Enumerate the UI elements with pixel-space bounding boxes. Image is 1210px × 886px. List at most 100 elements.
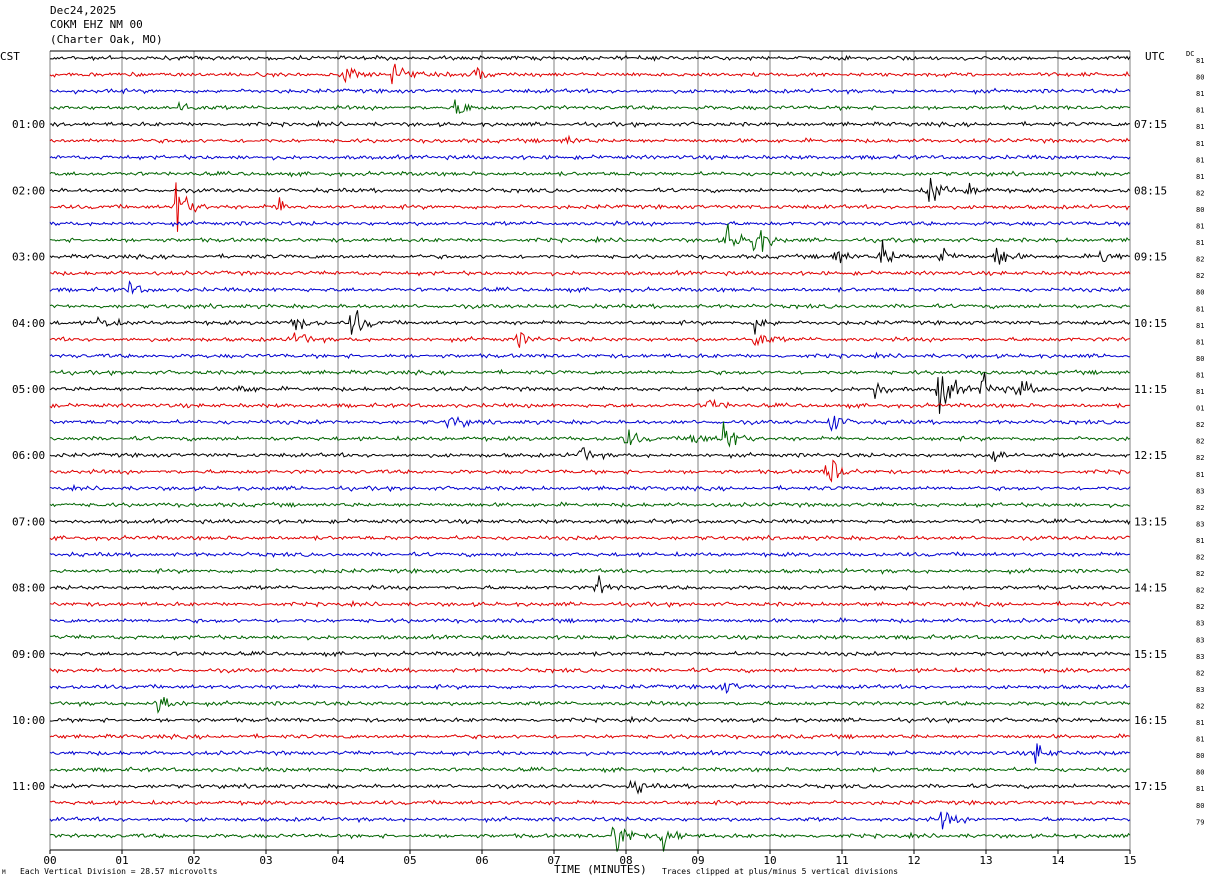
dc-offset-label: 83 <box>1196 653 1204 661</box>
dc-offset-label: 81 <box>1196 785 1204 793</box>
left-time-label: 04:00 <box>12 317 45 330</box>
left-time-label: 01:00 <box>12 118 45 131</box>
x-tick-label: 07 <box>547 854 560 867</box>
dc-offset-label: 81 <box>1196 537 1204 545</box>
x-tick-label: 10 <box>763 854 776 867</box>
dc-offset-label: 81 <box>1196 140 1204 148</box>
dc-offset-label: 81 <box>1196 123 1204 131</box>
left-time-label: 08:00 <box>12 582 45 595</box>
x-tick-label: 03 <box>259 854 272 867</box>
trace-row <box>49 779 1131 795</box>
left-time-label: 09:00 <box>12 648 45 661</box>
dc-offset-label: 81 <box>1196 156 1204 164</box>
left-time-label: 06:00 <box>12 449 45 462</box>
dc-offset-label: 81 <box>1196 57 1204 65</box>
dc-offset-label: 83 <box>1196 620 1204 628</box>
dc-offset-label: 83 <box>1196 487 1204 495</box>
right-time-label: 07:15 <box>1134 118 1167 131</box>
trace-row <box>49 63 1131 85</box>
dc-offset-label: 80 <box>1196 289 1204 297</box>
trace-row <box>49 766 1130 774</box>
dc-offset-label: 81 <box>1196 239 1204 247</box>
trace-row <box>49 398 1131 410</box>
dc-offset-label: 81 <box>1196 322 1204 330</box>
trace-row <box>49 534 1131 542</box>
trace-row <box>49 459 1131 483</box>
x-tick-label: 00 <box>43 854 56 867</box>
x-tick-label: 13 <box>979 854 992 867</box>
left-time-label: 03:00 <box>12 251 45 264</box>
trace-row <box>49 302 1131 310</box>
trace-row <box>49 650 1131 658</box>
right-time-label: 09:15 <box>1134 251 1167 264</box>
x-tick-label: 14 <box>1051 854 1065 867</box>
trace-row <box>49 599 1131 608</box>
dc-offset-label: 82 <box>1196 256 1204 264</box>
right-time-label: 14:15 <box>1134 582 1167 595</box>
dc-offset-label: 82 <box>1196 669 1204 677</box>
x-tick-label: 11 <box>835 854 848 867</box>
x-axis-title: TIME (MINUTES) <box>554 863 647 876</box>
dc-offset-label: 82 <box>1196 587 1204 595</box>
header-date: Dec24,2025 <box>50 4 117 17</box>
dc-offset-label: 82 <box>1196 438 1204 446</box>
trace-row <box>49 269 1131 277</box>
x-tick-label: 15 <box>1123 854 1136 867</box>
right-time-label: 13:15 <box>1134 515 1167 528</box>
trace-row <box>49 331 1131 348</box>
dc-offset-label: 80 <box>1196 206 1204 214</box>
trace-row <box>49 182 1130 232</box>
right-time-label: 17:15 <box>1134 780 1167 793</box>
right-time-label: 08:15 <box>1134 184 1167 197</box>
left-time-label: 11:00 <box>12 780 45 793</box>
trace-row <box>49 310 1131 335</box>
dc-offset-label: 82 <box>1196 702 1204 710</box>
dc-offset-label: 81 <box>1196 471 1204 479</box>
left-timezone-label: CST <box>0 50 20 63</box>
right-time-label: 16:15 <box>1134 714 1167 727</box>
dc-offset-label: 81 <box>1196 338 1204 346</box>
trace-row <box>49 696 1131 714</box>
trace-row <box>49 617 1131 625</box>
trace-row <box>49 54 1131 62</box>
trace-row <box>49 280 1131 295</box>
trace-row <box>49 372 1131 414</box>
trace-row <box>49 154 1131 161</box>
dc-offset-label: 79 <box>1196 818 1204 826</box>
x-axis-ticks: 00 01 02 03 04 05 06 07 08 09 10 11 12 13 14 15 <box>43 850 1137 867</box>
x-tick-label: 06 <box>475 854 488 867</box>
trace-row <box>49 715 1131 724</box>
x-tick-label: 12 <box>907 854 920 867</box>
trace-row <box>49 666 1131 674</box>
dc-offset-label: 01 <box>1196 405 1204 413</box>
trace-row <box>49 119 1131 128</box>
trace-row <box>49 134 1131 145</box>
trace-row <box>49 551 1131 558</box>
right-timezone-label: UTC <box>1145 50 1165 63</box>
dc-offset-label: 82 <box>1196 603 1204 611</box>
trace-row <box>49 732 1131 740</box>
trace-row <box>49 575 1131 594</box>
dc-offset-label: 83 <box>1196 686 1204 694</box>
right-time-label: 15:15 <box>1134 648 1167 661</box>
trace-row <box>49 239 1131 265</box>
right-time-label: 10:15 <box>1134 317 1167 330</box>
dc-offset-label: 82 <box>1196 272 1204 280</box>
dc-label: DC <box>1186 50 1195 58</box>
trace-row <box>49 799 1131 807</box>
dc-offset-label: 82 <box>1196 421 1204 429</box>
dc-offset-label: 80 <box>1196 802 1204 810</box>
dc-offset-label: 81 <box>1196 371 1204 379</box>
x-tick-label: 01 <box>115 854 128 867</box>
x-tick-label: 08 <box>619 854 632 867</box>
trace-row <box>49 220 1131 228</box>
dc-offset-label: 82 <box>1196 504 1204 512</box>
dc-offset-label: 82 <box>1196 570 1204 578</box>
left-time-label: 10:00 <box>12 714 45 727</box>
trace-row <box>49 368 1131 377</box>
dc-offset-label: 83 <box>1196 636 1204 644</box>
dc-offset-label: 81 <box>1196 223 1204 231</box>
dc-offset-label: 82 <box>1196 189 1204 197</box>
trace-row <box>49 351 1130 360</box>
